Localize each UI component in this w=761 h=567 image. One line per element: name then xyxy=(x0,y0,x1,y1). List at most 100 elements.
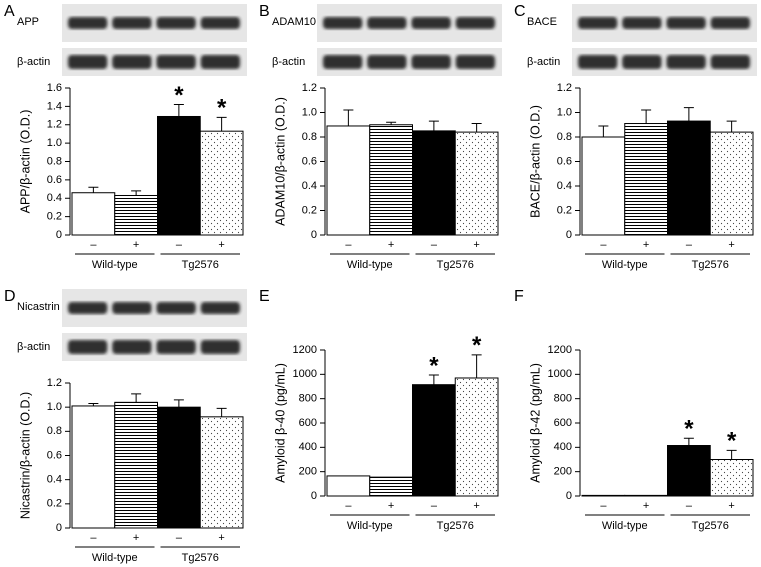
y-tick-label: 0.4 xyxy=(302,180,317,192)
significance: * xyxy=(174,82,184,109)
bar xyxy=(454,377,499,497)
bar xyxy=(624,123,668,236)
y-tick-label: 0.6 xyxy=(47,174,62,186)
y-tick-label: 1.0 xyxy=(557,106,572,118)
y-axis-label: APP/β-actin (O.D.) xyxy=(18,110,32,214)
y-tick-label: 0 xyxy=(311,490,317,502)
x-tick-label: – xyxy=(431,239,438,251)
error-bar xyxy=(598,125,609,137)
error-bar xyxy=(683,437,694,446)
y-tick-label: 1.6 xyxy=(47,82,62,94)
panel-letter: F xyxy=(514,288,524,305)
x-tick-label: + xyxy=(388,500,394,512)
error-bar xyxy=(386,121,397,125)
bar xyxy=(454,131,499,236)
significance: * xyxy=(217,95,227,122)
blot-label: ADAM10 xyxy=(272,16,316,28)
panel: E Amyloid β-40 (pg/mL) 0 200 400 600 800 1000 12… xyxy=(259,288,499,532)
bar xyxy=(581,494,626,497)
y-tick-label: 1.0 xyxy=(47,401,62,413)
blot-band xyxy=(455,55,495,69)
group-label: Tg2576 xyxy=(182,552,219,564)
blot-band xyxy=(68,55,108,69)
y-tick-label: 0 xyxy=(311,229,317,241)
bar xyxy=(157,115,201,236)
blot-band xyxy=(68,17,108,29)
panel-letter: C xyxy=(514,3,526,20)
x-tick-label: + xyxy=(728,500,734,512)
y-tick-label: 800 xyxy=(554,393,572,405)
y-tick-label: 200 xyxy=(554,466,572,478)
y-tick-label: 0.2 xyxy=(47,498,62,510)
bar xyxy=(114,401,158,529)
y-tick-label: 0.2 xyxy=(557,204,572,216)
y-tick-label: 0.4 xyxy=(47,474,62,486)
group-label: Wild-type xyxy=(347,259,393,271)
blot-band xyxy=(578,55,618,69)
bar xyxy=(412,130,456,236)
y-tick-label: 0.6 xyxy=(302,155,317,167)
error-bar xyxy=(173,104,184,117)
blot-label: β-actin xyxy=(272,56,305,68)
group-label: Wild-type xyxy=(602,259,648,271)
y-tick-label: 1000 xyxy=(548,368,572,380)
blot-band xyxy=(112,340,152,354)
y-tick-label: 0.4 xyxy=(557,180,572,192)
y-tick-label: 0.8 xyxy=(47,425,62,437)
blot-label: β-actin xyxy=(17,341,50,353)
x-tick-label: – xyxy=(176,532,183,544)
group-label: Wild-type xyxy=(92,552,138,564)
group-label: Tg2576 xyxy=(437,259,474,271)
y-tick-label: 1.4 xyxy=(47,100,62,112)
error-bar xyxy=(131,190,142,196)
panel-letter: D xyxy=(4,288,16,305)
bar xyxy=(71,192,116,236)
y-tick-label: 400 xyxy=(299,441,317,453)
blot-band xyxy=(68,302,108,314)
y-tick-label: 800 xyxy=(299,393,317,405)
bar xyxy=(199,416,244,529)
error-bar xyxy=(216,116,227,132)
panel-letter: E xyxy=(259,288,270,305)
y-tick-label: 600 xyxy=(554,417,572,429)
x-tick-label: + xyxy=(643,239,649,251)
y-axis-label: Amyloid β-42 (pg/mL) xyxy=(528,363,542,483)
bar xyxy=(199,130,244,236)
blot-band xyxy=(156,55,196,69)
blot-band xyxy=(200,302,240,314)
bar xyxy=(581,136,626,236)
error-bar xyxy=(216,407,227,417)
error-bar xyxy=(88,403,99,406)
y-tick-label: 0.6 xyxy=(47,449,62,461)
x-tick-label: + xyxy=(473,500,479,512)
x-tick-label: – xyxy=(90,532,97,544)
blot-label: β-actin xyxy=(17,56,50,68)
group-label: Tg2576 xyxy=(182,259,219,271)
blot-band xyxy=(156,17,196,29)
bar xyxy=(709,459,754,497)
x-tick-label: + xyxy=(218,239,224,251)
y-tick-label: 0 xyxy=(566,490,572,502)
blot-band xyxy=(112,55,152,69)
x-tick-label: – xyxy=(345,500,352,512)
blot-band xyxy=(112,302,152,314)
y-axis-label: BACE/β-actin (O.D.) xyxy=(528,105,542,218)
x-tick-label: – xyxy=(686,500,693,512)
group-label: Wild-type xyxy=(602,520,648,532)
y-tick-label: 0.8 xyxy=(302,131,317,143)
error-bar xyxy=(726,120,737,133)
y-tick-label: 0 xyxy=(56,229,62,241)
bar xyxy=(114,194,158,236)
group-label: Tg2576 xyxy=(437,520,474,532)
blot-band xyxy=(367,55,407,69)
x-tick-label: + xyxy=(473,239,479,251)
y-tick-label: 1.2 xyxy=(47,119,62,131)
x-tick-label: – xyxy=(686,239,693,251)
error-bar xyxy=(88,186,99,193)
bar xyxy=(667,120,711,236)
blot-label: APP xyxy=(17,16,39,28)
bar xyxy=(369,476,413,497)
y-axis-label: Nicastrin/β-actin (O.D.) xyxy=(18,392,32,519)
x-tick-label: – xyxy=(431,500,438,512)
error-bar xyxy=(131,393,142,403)
